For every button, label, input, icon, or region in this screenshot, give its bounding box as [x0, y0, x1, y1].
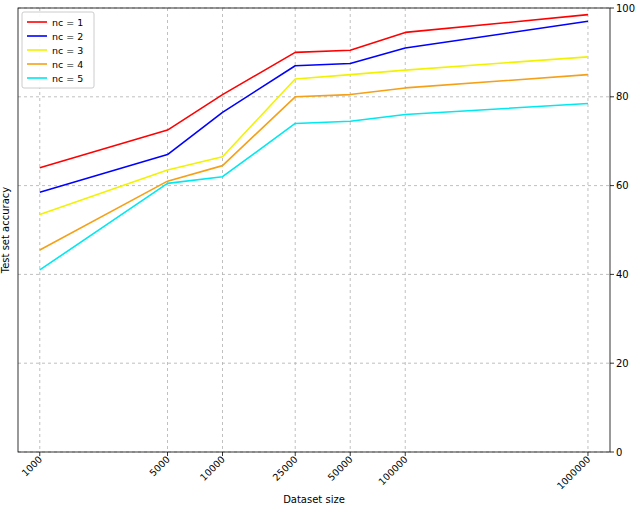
legend-swatch: [27, 35, 47, 37]
x-tick: [39, 452, 40, 456]
legend: nc = 1 nc = 2 nc = 3 nc = 4 nc = 5: [22, 12, 94, 88]
plot-frame: [18, 8, 610, 452]
y-tick: [610, 96, 614, 97]
series-line: [40, 75, 588, 250]
legend-swatch: [27, 63, 47, 65]
x-tick-label: 25000: [270, 454, 299, 483]
chart: 0 20 40 60 80 100 1000 5000 10000 25000 50000 10000…: [0, 0, 640, 507]
x-tick: [587, 452, 588, 456]
x-tick: [350, 452, 351, 456]
y-tick-label: 0: [616, 447, 622, 458]
legend-label: nc = 4: [52, 59, 83, 70]
y-tick: [610, 8, 614, 9]
legend-swatch: [27, 21, 47, 23]
x-tick: [405, 452, 406, 456]
y-tick: [610, 452, 614, 453]
x-tick-label: 1000000: [555, 454, 593, 492]
legend-swatch: [27, 49, 47, 51]
legend-swatch: [27, 77, 47, 79]
y-tick-label: 40: [616, 269, 629, 280]
series-line: [40, 15, 588, 168]
y-tick: [610, 185, 614, 186]
x-tick-label: 50000: [325, 454, 354, 483]
y-tick-label: 80: [616, 91, 629, 102]
series-line: [40, 103, 588, 270]
grid: [18, 8, 610, 452]
legend-label: nc = 1: [52, 17, 83, 28]
y-tick-label: 100: [616, 3, 635, 14]
x-grid-line: [295, 8, 296, 452]
series-group: [40, 15, 588, 270]
x-grid-line: [405, 8, 406, 452]
y-axis-label: Test set accuracy: [0, 187, 11, 275]
y-tick: [610, 363, 614, 364]
legend-label: nc = 5: [52, 73, 83, 84]
x-tick-label: 100000: [376, 454, 409, 487]
series-line: [40, 21, 588, 192]
y-grid-line: [18, 363, 610, 364]
x-tick: [222, 452, 223, 456]
x-tick-label: 5000: [147, 454, 172, 479]
x-tick-label: 1000: [19, 454, 44, 479]
x-tick-label: 10000: [198, 454, 227, 483]
x-grid-line: [222, 8, 223, 452]
y-grid-line: [18, 274, 610, 275]
x-tick: [295, 452, 296, 456]
y-tick: [610, 274, 614, 275]
y-tick-label: 60: [616, 180, 629, 191]
x-grid-line: [167, 8, 168, 452]
legend-label: nc = 3: [52, 45, 83, 56]
legend-box: [22, 12, 94, 88]
y-tick-label: 20: [616, 358, 629, 369]
x-axis-label: Dataset size: [283, 494, 345, 505]
x-tick: [167, 452, 168, 456]
y-grid-line: [18, 185, 610, 186]
legend-label: nc = 2: [52, 31, 83, 42]
